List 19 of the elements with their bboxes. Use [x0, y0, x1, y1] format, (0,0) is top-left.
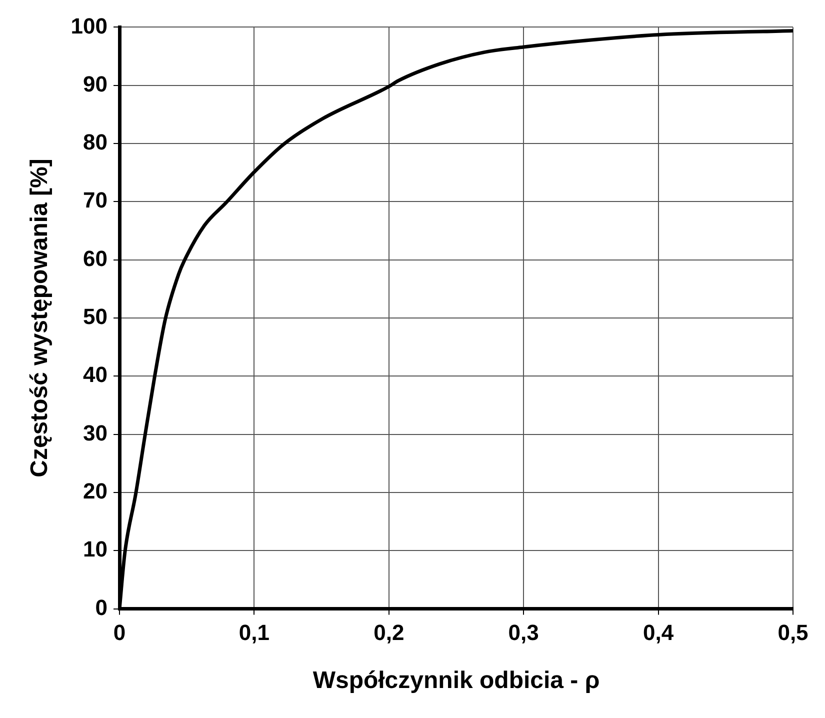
x-tick-label: 0,3: [508, 620, 539, 646]
y-tick-label: 0: [95, 594, 108, 620]
y-tick-label: 20: [83, 478, 108, 504]
x-axis-title: Współczynnik odbicia - ρ: [312, 667, 600, 694]
y-tick-label: 50: [83, 304, 108, 330]
y-tick-label: 30: [83, 420, 108, 446]
y-tick-label: 100: [70, 13, 108, 38]
y-axis-title: Częstość występowania [%]: [26, 158, 54, 478]
x-tick-label: 0,1: [238, 620, 270, 646]
x-tick-label: 0,2: [374, 620, 404, 646]
y-tick-label: 80: [83, 130, 108, 155]
y-tick-label: 40: [83, 362, 108, 388]
x-tick-label: 0: [113, 620, 126, 646]
x-tick-label: 0,4: [643, 620, 674, 646]
y-tick-label: 10: [83, 536, 108, 562]
y-tick-label: 60: [83, 246, 108, 271]
x-tick-label: 0,5: [778, 620, 808, 646]
y-tick-label: 90: [83, 71, 108, 96]
y-tick-label: 70: [83, 188, 108, 213]
